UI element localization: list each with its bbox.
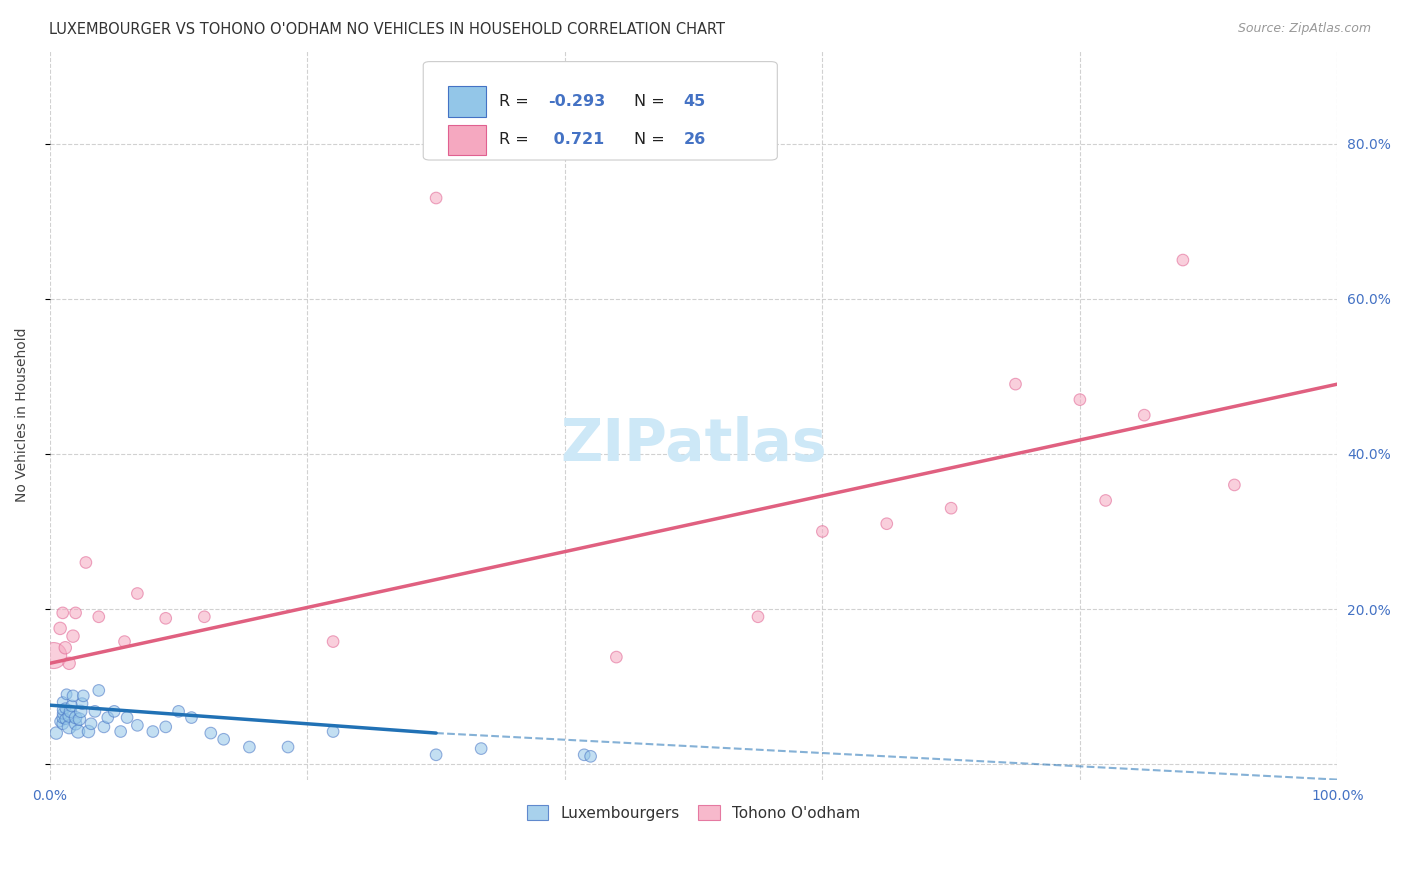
- Text: ZIPatlas: ZIPatlas: [561, 416, 827, 473]
- Point: [114, 634, 136, 648]
- Point: [1223, 478, 1246, 492]
- Point: [65, 710, 87, 724]
- Point: [52, 706, 75, 721]
- Point: [605, 650, 627, 665]
- Point: [93, 720, 115, 734]
- Point: [1171, 253, 1194, 268]
- Text: LUXEMBOURGER VS TOHONO O'ODHAM NO VEHICLES IN HOUSEHOLD CORRELATION CHART: LUXEMBOURGER VS TOHONO O'ODHAM NO VEHICL…: [49, 22, 725, 37]
- Point: [155, 611, 177, 625]
- Point: [747, 609, 769, 624]
- Text: -0.293: -0.293: [548, 95, 606, 109]
- Point: [1094, 493, 1116, 508]
- Point: [53, 712, 76, 726]
- Point: [200, 726, 222, 740]
- Point: [49, 621, 72, 635]
- Point: [876, 516, 898, 531]
- Point: [142, 724, 165, 739]
- Point: [115, 710, 138, 724]
- FancyBboxPatch shape: [447, 87, 486, 117]
- Point: [572, 747, 595, 762]
- Point: [72, 689, 94, 703]
- Text: 26: 26: [683, 133, 706, 147]
- Point: [212, 732, 235, 747]
- Point: [59, 704, 82, 718]
- Point: [238, 739, 260, 754]
- Point: [52, 716, 75, 731]
- FancyBboxPatch shape: [423, 62, 778, 160]
- Point: [65, 606, 87, 620]
- Point: [110, 724, 132, 739]
- Text: N =: N =: [634, 95, 671, 109]
- Point: [167, 704, 190, 718]
- Point: [1004, 377, 1026, 392]
- Point: [579, 749, 602, 764]
- Text: N =: N =: [634, 133, 671, 147]
- Point: [425, 191, 447, 205]
- Y-axis label: No Vehicles in Household: No Vehicles in Household: [15, 328, 30, 502]
- Point: [45, 726, 67, 740]
- Text: Source: ZipAtlas.com: Source: ZipAtlas.com: [1237, 22, 1371, 36]
- Point: [52, 703, 75, 717]
- Point: [77, 724, 100, 739]
- Point: [322, 634, 344, 648]
- Text: R =: R =: [499, 133, 534, 147]
- Text: R =: R =: [499, 95, 534, 109]
- Point: [127, 586, 149, 600]
- FancyBboxPatch shape: [447, 125, 486, 155]
- Point: [155, 720, 177, 734]
- Point: [52, 695, 75, 709]
- Point: [103, 704, 125, 718]
- Point: [58, 720, 80, 734]
- Point: [62, 689, 84, 703]
- Point: [1133, 408, 1156, 422]
- Point: [939, 501, 962, 516]
- Point: [87, 683, 110, 698]
- Text: 45: 45: [683, 95, 706, 109]
- Legend: Luxembourgers, Tohono O'odham: Luxembourgers, Tohono O'odham: [522, 799, 866, 827]
- Point: [69, 704, 91, 718]
- Point: [193, 609, 215, 624]
- Point: [87, 609, 110, 624]
- Point: [58, 657, 80, 671]
- Point: [811, 524, 834, 539]
- Point: [425, 747, 447, 762]
- Point: [53, 640, 76, 655]
- Point: [127, 718, 149, 732]
- Point: [69, 712, 91, 726]
- Point: [52, 710, 75, 724]
- Point: [180, 710, 202, 724]
- Point: [70, 697, 93, 711]
- Point: [55, 687, 77, 701]
- Point: [322, 724, 344, 739]
- Point: [277, 739, 299, 754]
- Point: [42, 648, 65, 663]
- Point: [470, 741, 492, 756]
- Point: [97, 710, 120, 724]
- Point: [83, 704, 105, 718]
- Point: [49, 714, 72, 729]
- Point: [58, 709, 80, 723]
- Point: [52, 606, 75, 620]
- Point: [80, 716, 103, 731]
- Point: [75, 556, 97, 570]
- Point: [67, 724, 90, 739]
- Point: [60, 698, 83, 713]
- Point: [1069, 392, 1091, 407]
- Text: 0.721: 0.721: [548, 133, 605, 147]
- Point: [65, 716, 87, 731]
- Point: [53, 701, 76, 715]
- Point: [62, 629, 84, 643]
